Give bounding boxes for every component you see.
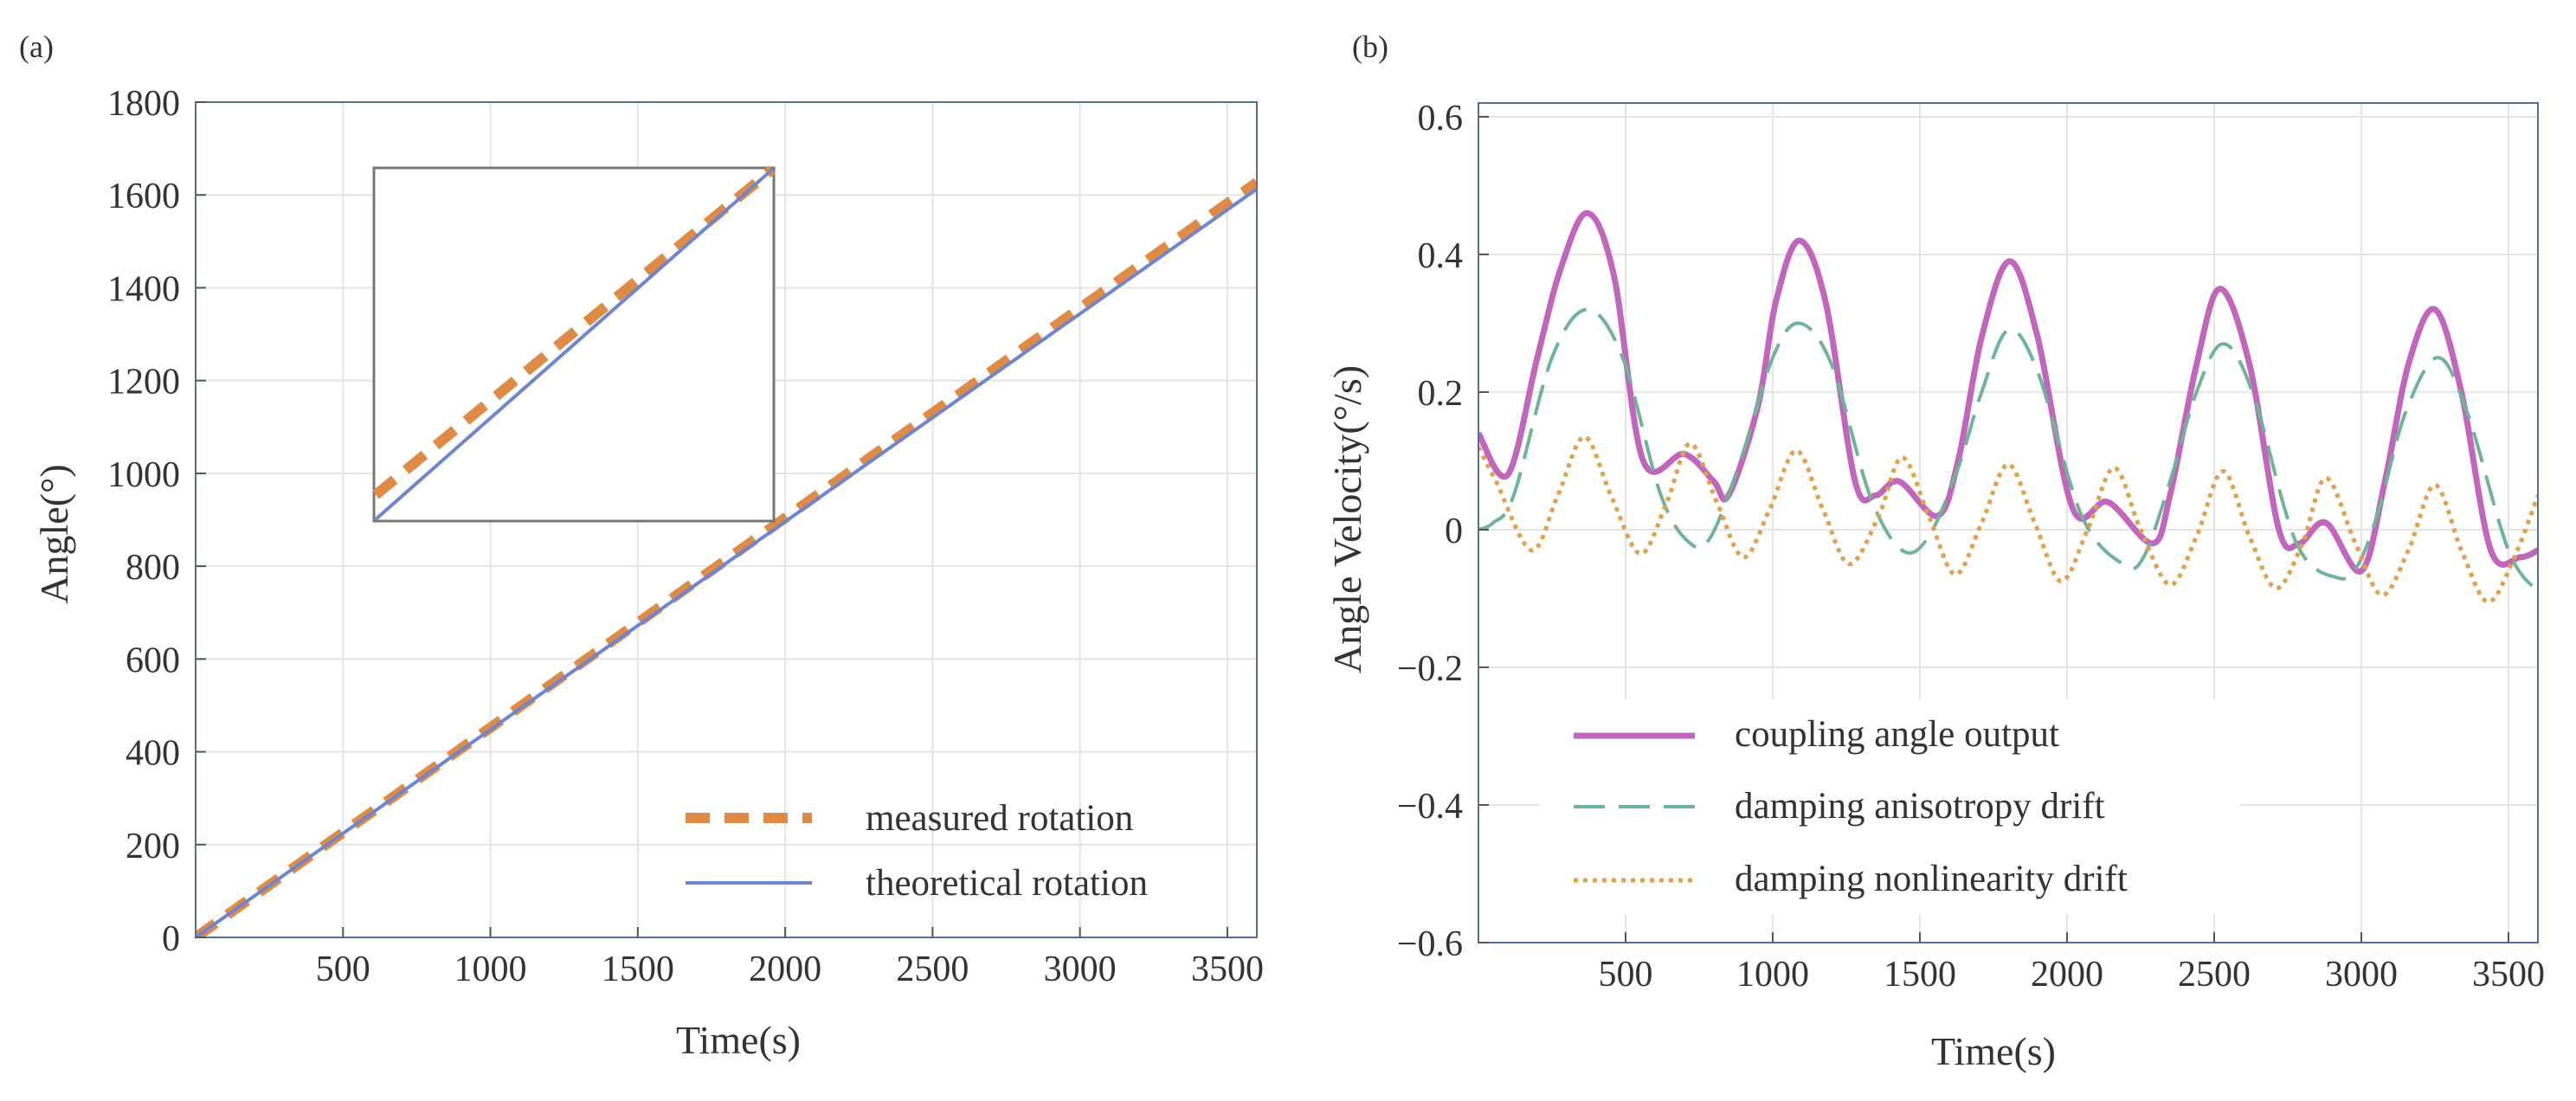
panel-a: (a) 500 1000 1500 2000 2500 3000 3500 0 200 400 6… [19, 29, 1264, 1062]
series-damping-nonlinearity-drift-line [1478, 435, 2538, 604]
inset-series [372, 165, 776, 521]
panel-b-x-label: Time(s) [1931, 1029, 2056, 1073]
y-tick-label: −0.4 [1397, 787, 1463, 827]
y-tick-label: 200 [126, 827, 180, 866]
legend-anisotropy-label: damping anisotropy drift [1735, 786, 2105, 827]
x-tick-label: 2000 [749, 950, 821, 989]
legend-nonlinearity-label: damping nonlinearity drift [1735, 859, 2128, 899]
panel-b-y-ticks: −0.6 −0.4 −0.2 0 0.2 0.4 0.6 [1397, 99, 1489, 964]
panel-a-inset [372, 165, 776, 523]
x-tick-label: 3000 [1044, 950, 1117, 989]
legend-theoretical-label: theoretical rotation [866, 863, 1148, 904]
inset-measured-rotation-line [372, 165, 776, 499]
panel-a-legend: measured rotation theoretical rotation [686, 798, 1148, 904]
y-tick-label: 1000 [107, 455, 180, 495]
y-tick-label: 600 [126, 641, 180, 680]
panel-b: (b) 500 1000 1500 2000 2500 3000 3500 −0.6 −0.4… [1325, 29, 2545, 1073]
panel-b-x-ticks: 500 1000 1500 2000 2500 3000 3500 [1599, 932, 2545, 995]
panel-b-frame [1478, 102, 2539, 943]
panel-a-x-ticks: 500 1000 1500 2000 2500 3000 3500 [316, 927, 1264, 989]
x-tick-label: 1500 [602, 950, 674, 989]
x-tick-label: 500 [316, 950, 370, 989]
panel-a-x-label: Time(s) [676, 1018, 801, 1062]
y-tick-label: 400 [126, 734, 180, 774]
series-damping-anisotropy-drift-line [1478, 307, 2538, 593]
x-tick-label: 1500 [1884, 955, 1956, 995]
inset-theoretical-rotation-line [374, 168, 774, 521]
panel-a-frame [195, 101, 1258, 938]
x-tick-label: 1000 [454, 950, 527, 989]
panel-b-legend: coupling angle output damping anisotropy… [1539, 699, 2240, 914]
series-coupling-angle-output-line [1478, 209, 2538, 575]
y-tick-label: −0.6 [1397, 924, 1463, 964]
y-tick-label: 0 [162, 919, 180, 959]
y-tick-label: 1800 [107, 84, 180, 124]
x-tick-label: 2000 [2031, 955, 2103, 995]
x-tick-label: 3500 [2472, 955, 2545, 995]
x-tick-label: 1000 [1736, 955, 1809, 995]
y-tick-label: −0.2 [1397, 649, 1463, 689]
x-tick-label: 3500 [1191, 950, 1264, 989]
legend-measured-label: measured rotation [866, 798, 1133, 839]
y-tick-label: 1400 [107, 269, 180, 309]
panel-a-y-ticks: 0 200 400 600 800 1000 1200 1400 1600 1800 [107, 84, 206, 959]
x-tick-label: 2500 [2178, 955, 2251, 995]
y-tick-label: 0 [1445, 512, 1463, 551]
panel-b-y-label: Angle Velocity(°/s) [1325, 365, 1369, 673]
x-tick-label: 2500 [896, 950, 969, 989]
x-tick-label: 3000 [2325, 955, 2398, 995]
x-tick-label: 500 [1599, 955, 1653, 995]
y-tick-label: 0.4 [1418, 236, 1464, 276]
panel-b-label: (b) [1352, 29, 1388, 64]
panel-b-series [1478, 209, 2538, 604]
legend-coupling-label: coupling angle output [1735, 714, 2059, 755]
y-tick-label: 800 [126, 548, 180, 588]
y-tick-label: 0.2 [1418, 374, 1464, 414]
y-tick-label: 0.6 [1418, 99, 1464, 138]
y-tick-label: 1600 [107, 177, 180, 216]
panel-a-series [196, 177, 1257, 937]
panel-a-y-label: Angle(°) [32, 464, 76, 603]
panel-a-label: (a) [19, 29, 54, 64]
series-theoretical-rotation-line [196, 187, 1257, 937]
y-tick-label: 1200 [107, 363, 180, 402]
